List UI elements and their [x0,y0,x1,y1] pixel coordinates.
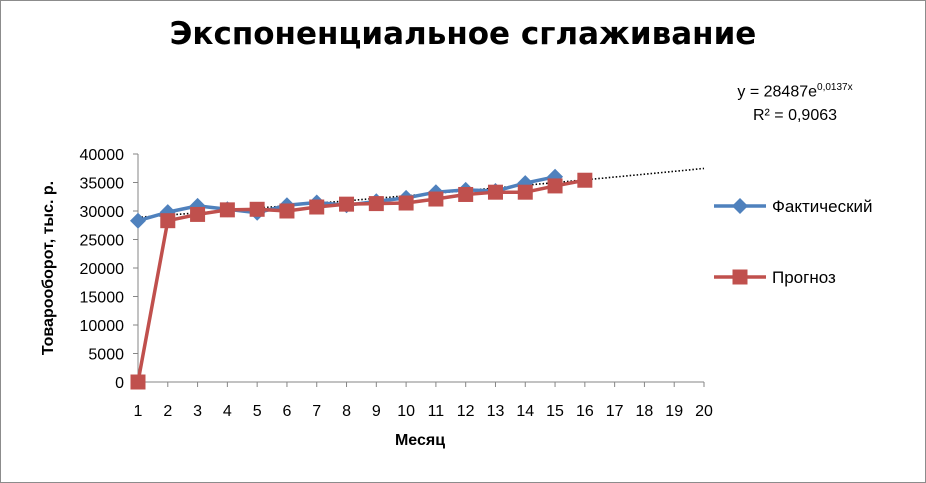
x-tick-label: 13 [487,403,505,420]
y-tick-label: 10000 [80,318,125,335]
y-axis-label: Товарооборот, тыс. р. [40,181,57,355]
legend-label: Прогноз [772,268,836,287]
point-marker [309,199,325,215]
x-tick-label: 3 [193,403,202,420]
legend-item: Прогноз [714,268,836,287]
series-forecast [130,172,593,390]
point-marker [279,203,295,219]
point-marker [732,198,748,214]
point-marker [368,196,384,212]
point-marker [398,195,414,211]
x-tick-label: 8 [342,403,351,420]
equation-exponent: 0,0137x [817,82,853,93]
y-tick-label: 20000 [80,261,125,278]
trendline-equation: y = 28487e0,0137x R² = 0,9063 [700,76,890,128]
x-tick-label: 6 [282,403,291,420]
chart-title: Экспоненциальное сглаживание [169,16,757,52]
point-marker [249,201,265,217]
legend-item: Фактический [714,197,873,216]
y-tick-label: 5000 [88,347,124,364]
point-marker [130,212,146,229]
x-tick-label: 18 [636,403,654,420]
point-marker [547,178,563,194]
point-marker [160,213,176,229]
equation-prefix: y = 28487e [737,83,818,101]
x-tick-label: 20 [695,403,713,420]
point-marker [487,184,503,200]
point-marker [577,172,593,188]
point-marker [517,184,533,200]
axes: 0 5000 10000 15000 20000 25000 30000 35000 40000… [80,147,714,420]
y-tick-label: 15000 [80,290,125,307]
x-tick-label: 16 [576,403,594,420]
legend: Фактический Прогноз [714,197,873,287]
x-tick-label: 10 [397,403,415,420]
x-tick-label: 15 [546,403,564,420]
x-tick-label: 12 [457,403,475,420]
x-axis-label: Месяц [395,432,445,449]
point-marker [428,191,444,207]
legend-label: Фактический [772,197,873,216]
point-marker [458,186,474,202]
x-tick-label: 2 [163,403,172,420]
point-marker [219,202,235,218]
y-tick-label: 30000 [80,204,125,221]
x-tick-label: 5 [253,403,262,420]
x-tick-label: 7 [312,403,321,420]
x-tick-label: 19 [665,403,683,420]
y-tick-label: 35000 [80,176,125,193]
x-tick-label: 11 [428,403,445,420]
y-tick-label: 40000 [80,147,125,164]
point-marker [130,374,146,390]
x-tick-label: 1 [134,403,143,420]
y-tick-label: 0 [115,375,124,392]
x-tick-label: 14 [516,403,534,420]
x-tick-label: 4 [223,403,232,420]
point-marker [190,206,206,222]
y-tick-label: 25000 [80,233,125,250]
r-squared: R² = 0,9063 [752,107,838,125]
series-line [136,178,586,383]
point-marker [732,269,748,285]
point-marker [339,196,355,212]
x-tick-label: 9 [372,403,381,420]
x-tick-label: 17 [606,403,624,420]
series-group [130,168,593,390]
